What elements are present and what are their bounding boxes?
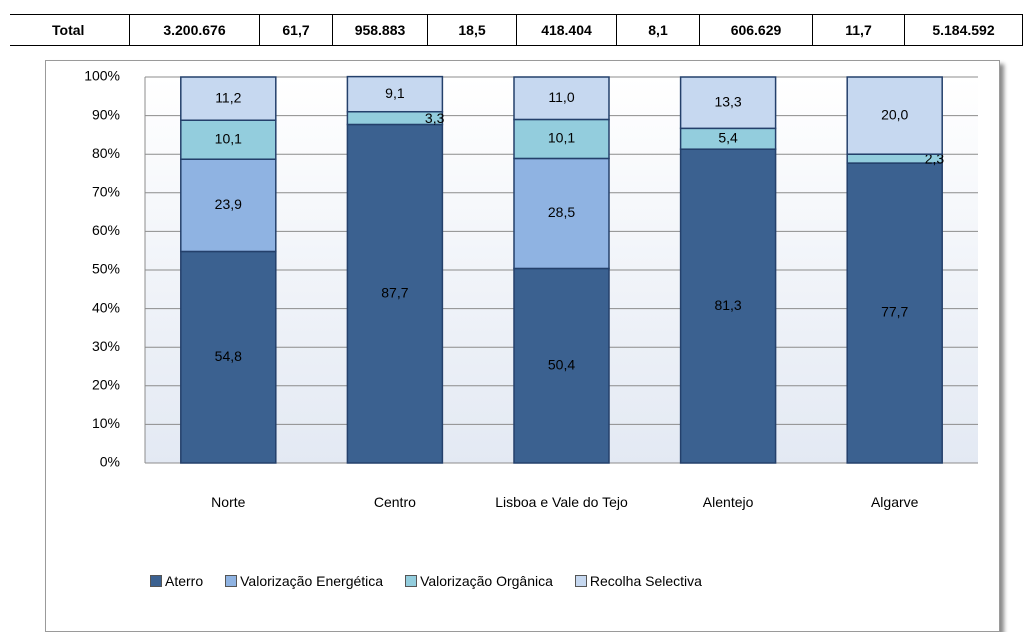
legend-label: Recolha Selectiva xyxy=(589,573,702,589)
chart: 0% 10% 20% 30% 40% 50% 60% 70% 80% 90% 100% 54,8 23,… xyxy=(84,68,978,470)
y-tick-label: 0% xyxy=(100,454,120,470)
cell: 8,1 xyxy=(616,14,700,46)
legend-item: Valorização Energética xyxy=(225,573,383,589)
cell: 3.200.676 xyxy=(129,14,260,46)
cell: 606.629 xyxy=(699,14,813,46)
y-tick-label: 90% xyxy=(92,106,120,122)
legend-swatch xyxy=(225,575,238,587)
bar-segment xyxy=(679,148,777,464)
bar-segment xyxy=(846,76,943,155)
y-tick-label: 10% xyxy=(92,415,120,431)
legend-item: Recolha Selectiva xyxy=(574,573,702,589)
cell: 958.883 xyxy=(332,14,428,46)
value-label: 28,5 xyxy=(548,204,575,220)
y-tick-label: 20% xyxy=(92,377,120,393)
y-tick-label: 70% xyxy=(92,184,120,200)
legend-swatch xyxy=(150,575,162,587)
y-tick-label: 50% xyxy=(92,261,120,277)
value-label: 3,3 xyxy=(425,110,445,126)
bar-segment xyxy=(513,76,610,121)
bar-segment xyxy=(513,157,610,270)
bar-segment xyxy=(513,267,610,464)
bar-segment xyxy=(180,119,277,160)
cell: 5.184.592 xyxy=(904,14,1023,46)
value-label: 20,0 xyxy=(881,106,908,122)
y-tick-label: 30% xyxy=(92,338,120,354)
x-tick-label: Centro xyxy=(373,494,416,510)
value-label: 81,3 xyxy=(714,297,741,313)
y-tick-label: 40% xyxy=(92,299,120,315)
x-tick-label: Norte xyxy=(211,494,246,510)
value-label: 54,8 xyxy=(215,348,242,364)
page: {"table_row": ["Total", "3.200.676", "61… xyxy=(10,14,1023,632)
bar-segment xyxy=(180,250,277,464)
bar-segment xyxy=(180,76,277,121)
value-label: 77,7 xyxy=(881,304,908,320)
legend-label: Aterro xyxy=(165,573,204,589)
y-tick-label: 60% xyxy=(92,222,120,238)
value-label: 11,2 xyxy=(215,89,241,105)
x-tick-label: Lisboa e Vale do Tejo xyxy=(495,494,628,510)
bar-segment xyxy=(679,76,777,130)
value-label: 23,9 xyxy=(215,196,242,212)
x-tick-label: Algarve xyxy=(870,494,919,510)
legend-label: Valorização Energética xyxy=(240,573,384,589)
cell: 61,7 xyxy=(259,14,333,46)
value-label: 10,1 xyxy=(215,130,242,146)
legend-item: Valorização Orgânica xyxy=(405,573,553,589)
bar-segment xyxy=(346,123,444,464)
total-row: Total 3.200.676 61,7 958.883 18,5 418.40… xyxy=(10,14,1023,46)
cell: 18,5 xyxy=(427,14,517,46)
legend-label: Valorização Orgânica xyxy=(420,573,553,589)
y-tick-label: 80% xyxy=(92,145,120,161)
y-tick-label: 100% xyxy=(84,68,120,84)
bar-segment xyxy=(346,75,444,113)
value-label: 11,0 xyxy=(548,89,574,105)
value-label: 13,3 xyxy=(714,93,741,109)
value-label: 5,4 xyxy=(718,129,738,145)
legend-swatch xyxy=(405,575,418,587)
bar-segment xyxy=(513,118,610,160)
cell: 418.404 xyxy=(516,14,617,46)
value-label: 50,4 xyxy=(548,356,575,372)
x-tick-label: Alentejo xyxy=(702,494,754,510)
cell: Total xyxy=(10,14,130,46)
bar-segment xyxy=(180,158,277,253)
value-label: 10,1 xyxy=(548,130,575,146)
cell: 11,7 xyxy=(812,14,905,46)
bar-segment xyxy=(846,162,943,464)
legend-swatch xyxy=(574,575,587,587)
value-label: 9,1 xyxy=(385,85,405,101)
legend: Aterro Valorização Energética Valorização … xyxy=(150,573,702,589)
value-label: 87,7 xyxy=(381,284,408,300)
legend-item: Aterro xyxy=(150,573,203,589)
